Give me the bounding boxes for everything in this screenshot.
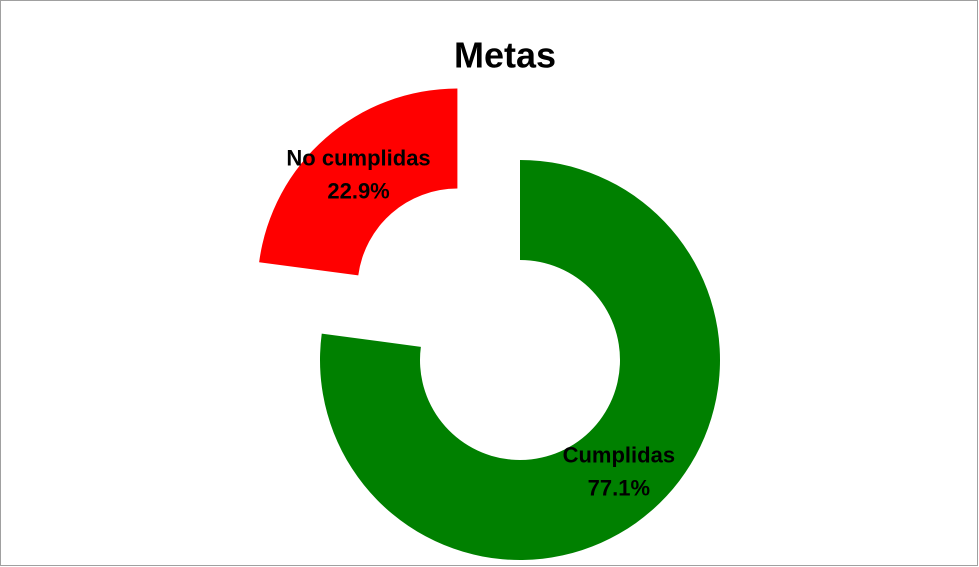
slice-value-label: 22.9% [327, 179, 389, 204]
donut-slice [319, 160, 721, 560]
chart-title: Metas [454, 35, 556, 76]
slice-value-label: 77.1% [588, 476, 650, 501]
donut-slice [259, 88, 458, 276]
slice-label: Cumplidas [563, 443, 675, 468]
slice-label: No cumplidas [286, 146, 430, 171]
